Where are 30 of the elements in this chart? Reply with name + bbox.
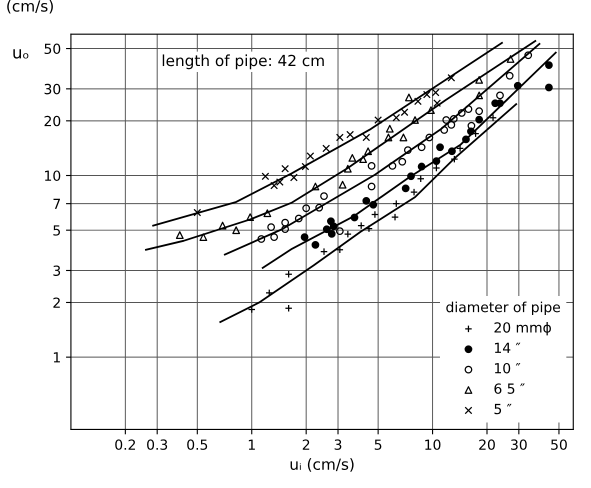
x-tick-label: 0.5 — [187, 439, 208, 450]
y-tick-label: 2 — [53, 297, 60, 308]
x-tick-label: 20 — [479, 439, 495, 450]
x-tick-label: 5 — [374, 440, 382, 450]
x-axis-title: uᵢ (cm/s) — [290, 458, 354, 472]
y-tick-label: 20 — [44, 116, 60, 126]
x-tick-label: 3 — [334, 439, 342, 450]
y-tick-label: 3 — [53, 265, 60, 276]
y-tick-label: 5 — [53, 225, 60, 236]
x-tick-label: 30 — [511, 439, 527, 450]
x-tick-label: 0.2 — [115, 439, 136, 450]
y-tick-label: 7 — [54, 198, 60, 209]
legend-title: diameter of pipe — [446, 302, 560, 316]
y-tick-label: 50 — [44, 44, 60, 54]
y-axis-title: uₒ — [13, 49, 28, 59]
annotation: length of pipe: 42 cm — [162, 54, 324, 70]
y-tick-label: 10 — [45, 170, 60, 181]
y-tick-label: 30 — [44, 84, 60, 94]
legend-label: 6 5 ″ — [494, 383, 525, 394]
x-tick-label: 2 — [302, 439, 310, 450]
x-tick-label: 1 — [248, 440, 255, 450]
legend-label: 14 ″ — [494, 342, 520, 353]
x-tick-label: 10 — [425, 439, 440, 450]
legend-label: 5 ″ — [494, 404, 512, 414]
x-tick-label: 0.3 — [147, 439, 168, 450]
x-tick-label: 50 — [551, 439, 567, 450]
legend-label: 20 mmϕ — [494, 322, 551, 336]
y-tick-label: 1 — [54, 352, 60, 362]
legend-label: 10 ″ — [494, 362, 520, 374]
text: (cm/s) — [7, 0, 53, 14]
